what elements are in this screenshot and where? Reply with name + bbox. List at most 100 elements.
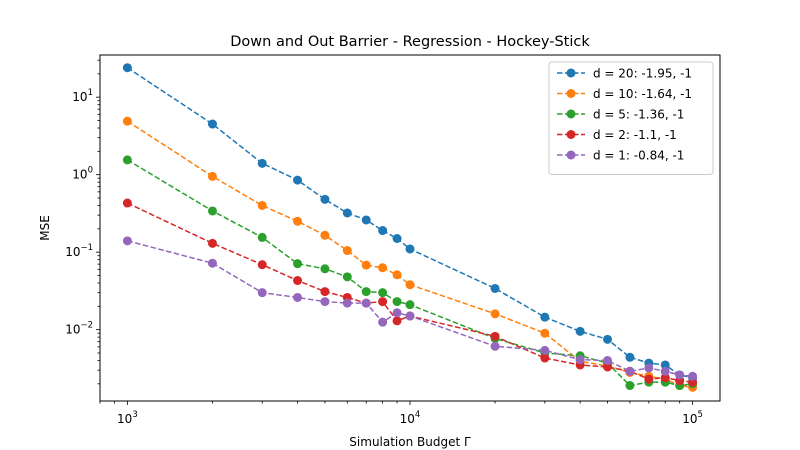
- data-point: [490, 341, 500, 351]
- data-point: [625, 352, 635, 362]
- legend-label: d = 5: -1.36, -1: [593, 108, 684, 122]
- data-point: [405, 311, 415, 321]
- data-point: [392, 297, 402, 307]
- data-point: [392, 308, 402, 318]
- data-point: [293, 216, 303, 226]
- data-point: [320, 264, 330, 274]
- data-point: [257, 260, 267, 270]
- data-point: [575, 326, 585, 336]
- data-point: [688, 371, 698, 381]
- data-point: [342, 208, 352, 218]
- data-point: [320, 297, 330, 307]
- data-point: [490, 283, 500, 293]
- legend-label: d = 2: -1.1, -1: [593, 128, 677, 142]
- data-point: [257, 200, 267, 210]
- x-tick-label: 105: [682, 410, 703, 426]
- data-point: [122, 198, 132, 208]
- data-point: [378, 226, 388, 236]
- y-tick-label: 10−2: [65, 321, 93, 337]
- data-point: [320, 194, 330, 204]
- data-point: [342, 298, 352, 308]
- legend-entry: d = 5: -1.36, -1: [557, 108, 684, 122]
- y-tick-label: 101: [72, 88, 93, 104]
- legend-entry: d = 10: -1.64, -1: [557, 87, 692, 101]
- legend-box: [548, 61, 714, 175]
- legend-label: d = 10: -1.64, -1: [593, 87, 692, 101]
- legend-label: d = 20: -1.95, -1: [593, 67, 692, 81]
- data-point: [257, 158, 267, 168]
- data-point: [342, 272, 352, 282]
- series-layer: [122, 63, 698, 392]
- data-point: [378, 297, 388, 307]
- legend-marker: [566, 89, 576, 98]
- data-point: [207, 238, 217, 248]
- data-point: [342, 246, 352, 256]
- data-point: [122, 155, 132, 165]
- data-point: [392, 234, 402, 244]
- data-point: [540, 312, 550, 322]
- legend-entry: d = 1: -0.84, -1: [557, 149, 684, 163]
- data-point: [293, 175, 303, 185]
- data-point: [490, 331, 500, 341]
- data-point: [257, 232, 267, 242]
- data-point: [660, 366, 670, 376]
- data-point: [293, 259, 303, 269]
- data-point: [361, 287, 371, 297]
- data-point: [207, 206, 217, 216]
- data-point: [122, 116, 132, 126]
- chart-title: Down and Out Barrier - Regression - Hock…: [230, 34, 590, 50]
- data-point: [392, 270, 402, 280]
- x-tick-label: 104: [400, 410, 421, 426]
- data-point: [603, 334, 613, 344]
- data-point: [320, 230, 330, 240]
- data-point: [660, 360, 670, 370]
- y-tick-label: 10−1: [65, 243, 93, 259]
- data-point: [207, 258, 217, 268]
- legend-marker: [566, 130, 576, 139]
- data-point: [378, 263, 388, 273]
- data-point: [603, 355, 613, 365]
- major-ticks-layer: 103 104 105 101 100 10−1 10−2: [65, 88, 703, 426]
- y-tick-label: 100: [72, 166, 93, 182]
- data-point: [625, 366, 635, 376]
- x-tick-label: 103: [117, 410, 138, 426]
- legend-marker: [566, 109, 576, 119]
- data-point: [405, 300, 415, 310]
- data-point: [257, 288, 267, 298]
- data-point: [392, 316, 402, 326]
- data-point: [207, 171, 217, 181]
- series-5: [122, 236, 698, 381]
- legend-entry: d = 20: -1.95, -1: [557, 67, 692, 81]
- legend-label: d = 1: -0.84, -1: [593, 149, 684, 163]
- data-point: [405, 280, 415, 290]
- data-point: [361, 260, 371, 270]
- data-point: [207, 119, 217, 129]
- data-point: [320, 287, 330, 297]
- data-point: [540, 345, 550, 355]
- data-point: [293, 276, 303, 286]
- legend-entry: d = 2: -1.1, -1: [557, 128, 677, 142]
- data-point: [378, 317, 388, 327]
- data-point: [540, 328, 550, 338]
- plot-area-frame: [99, 54, 721, 402]
- data-point: [540, 353, 550, 363]
- x-axis-label: Simulation Budget Γ: [349, 435, 471, 449]
- data-point: [361, 215, 371, 225]
- data-point: [625, 381, 635, 391]
- data-point: [675, 370, 685, 380]
- data-point: [603, 362, 613, 372]
- data-point: [122, 236, 132, 246]
- legend-marker: [566, 150, 576, 160]
- data-point: [575, 355, 585, 365]
- data-point: [378, 288, 388, 298]
- data-point: [660, 373, 670, 383]
- y-axis-label: MSE: [38, 215, 52, 241]
- data-point: [644, 374, 654, 384]
- legend: d = 20: -1.95, -1 d = 10: -1.64, -1 d = 5:…: [548, 61, 714, 175]
- legend-marker: [566, 68, 576, 78]
- data-point: [293, 292, 303, 302]
- data-point: [490, 309, 500, 319]
- data-point: [122, 63, 132, 73]
